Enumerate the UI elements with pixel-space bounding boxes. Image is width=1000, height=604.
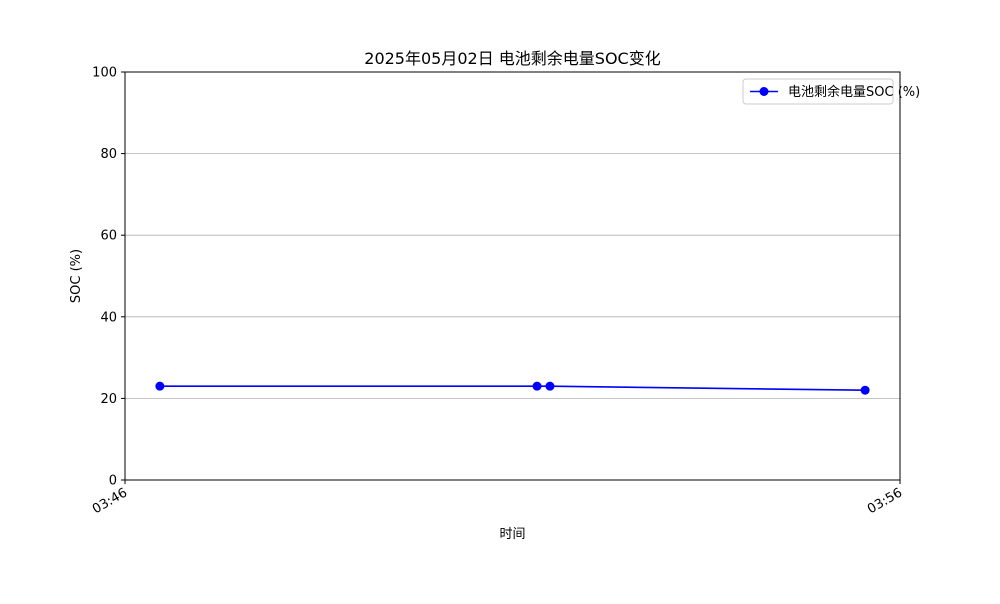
y-axis-label: SOC (%) (69, 249, 84, 303)
legend-label: 电池剩余电量SOC (%) (788, 84, 920, 100)
x-axis-label: 时间 (499, 527, 525, 542)
data-point (532, 381, 542, 391)
y-tick-label: 100 (92, 66, 117, 81)
legend-box (742, 78, 894, 105)
y-tick-label: 60 (100, 229, 117, 244)
y-tick-label: 80 (100, 147, 117, 162)
data-point (545, 381, 555, 391)
legend-marker-swatch (759, 87, 769, 96)
series-layer (155, 381, 870, 395)
legend: 电池剩余电量SOC (%) (742, 78, 920, 105)
x-tick-label: 03:46 (90, 485, 130, 517)
grid-lines (125, 153, 900, 399)
x-axis-ticks: 03:46 03:56 (90, 480, 905, 517)
data-point (860, 385, 870, 395)
plot-frame (124, 71, 901, 481)
series-line (159, 385, 866, 391)
data-point (155, 381, 165, 391)
chart-title: 2025年05月02日 电池剩余电量SOC变化 (364, 49, 660, 68)
x-tick-label: 03:56 (865, 485, 905, 517)
y-tick-label: 0 (109, 474, 117, 489)
y-tick-label: 20 (100, 392, 117, 407)
y-tick-label: 40 (100, 310, 117, 325)
y-axis-ticks: 0 20 40 60 80 100 (92, 66, 125, 489)
